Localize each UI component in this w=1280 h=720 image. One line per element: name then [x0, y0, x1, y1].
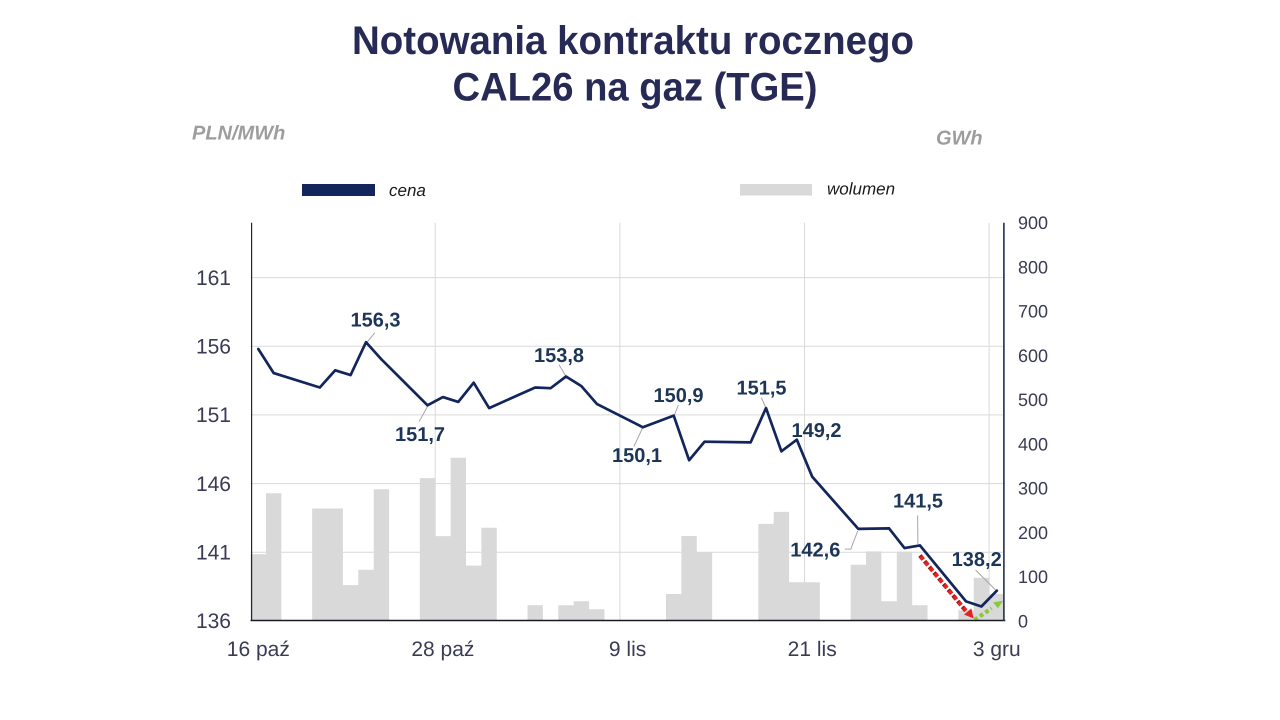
svg-text:142,6: 142,6 — [790, 539, 840, 561]
svg-text:0: 0 — [1018, 611, 1028, 631]
svg-text:141,5: 141,5 — [893, 491, 943, 513]
svg-text:600: 600 — [1018, 346, 1048, 366]
svg-text:500: 500 — [1018, 390, 1048, 410]
svg-text:150,1: 150,1 — [612, 445, 662, 467]
svg-text:GWh: GWh — [936, 128, 983, 150]
svg-text:Notowania kontraktu rocznego: Notowania kontraktu rocznego — [352, 19, 914, 63]
svg-text:wolumen: wolumen — [827, 180, 895, 199]
svg-text:9 lis: 9 lis — [609, 638, 646, 661]
svg-text:700: 700 — [1018, 302, 1048, 322]
svg-text:153,8: 153,8 — [534, 345, 584, 367]
svg-text:3 gru: 3 gru — [973, 638, 1021, 661]
svg-text:156: 156 — [196, 336, 231, 359]
svg-text:CAL26 na gaz (TGE): CAL26 na gaz (TGE) — [453, 65, 818, 109]
svg-text:cena: cena — [389, 181, 426, 200]
svg-text:151,7: 151,7 — [395, 424, 445, 446]
svg-text:PLN/MWh: PLN/MWh — [192, 122, 285, 144]
svg-text:16 paź: 16 paź — [227, 638, 290, 661]
svg-text:151,5: 151,5 — [736, 378, 786, 400]
svg-text:200: 200 — [1018, 523, 1048, 543]
svg-text:800: 800 — [1018, 257, 1048, 277]
svg-text:21 lis: 21 lis — [788, 638, 837, 661]
svg-text:141: 141 — [196, 541, 231, 564]
svg-text:900: 900 — [1018, 213, 1048, 233]
svg-text:156,3: 156,3 — [350, 309, 400, 331]
svg-text:151: 151 — [196, 404, 231, 427]
svg-text:146: 146 — [196, 473, 231, 496]
svg-text:161: 161 — [196, 267, 231, 290]
svg-text:400: 400 — [1018, 434, 1048, 454]
svg-text:28 paź: 28 paź — [411, 638, 474, 661]
svg-text:136: 136 — [196, 610, 231, 633]
svg-text:149,2: 149,2 — [791, 420, 841, 442]
svg-text:138,2: 138,2 — [952, 549, 1002, 571]
svg-text:300: 300 — [1018, 479, 1048, 499]
svg-text:150,9: 150,9 — [653, 385, 703, 407]
svg-text:100: 100 — [1018, 567, 1048, 587]
